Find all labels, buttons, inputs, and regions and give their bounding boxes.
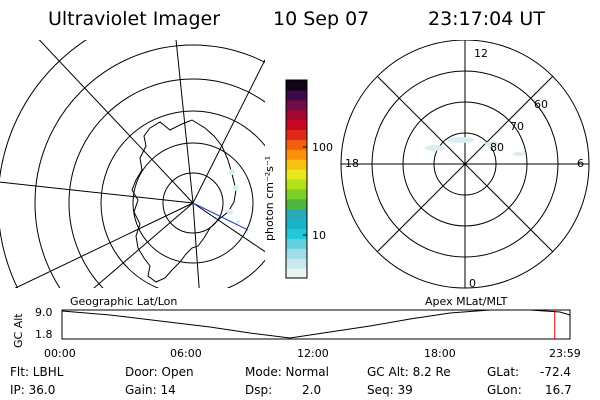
magnetic-map <box>340 40 590 289</box>
colorbar-block <box>286 188 307 200</box>
colorbar-block <box>286 258 307 269</box>
colorbar-block <box>286 179 307 190</box>
colorbar-unit-label: photon cm⁻²s⁻¹ <box>263 156 276 241</box>
colorbar: photon cm⁻²s⁻¹ <box>263 79 308 279</box>
x-tick-1200: 12:00 <box>297 347 329 360</box>
colorbar-block <box>286 119 307 130</box>
x-tick-0600: 06:00 <box>170 347 202 360</box>
colorbar-block <box>286 139 307 150</box>
x-tick-2359: 23:59 <box>549 347 581 360</box>
glat-value: -72.4 <box>540 365 572 379</box>
mlt-18-label: 18 <box>345 157 359 170</box>
filter-status: Flt: LBHL <box>10 365 64 379</box>
colorbar-block <box>286 218 307 229</box>
time-label: 23:17:04 UT <box>428 8 545 30</box>
x-tick-0000: 00:00 <box>44 347 76 360</box>
geographic-caption: Geographic Lat/Lon <box>70 295 178 308</box>
seq-status: Seq: 39 <box>367 383 413 397</box>
mlat-60-label: 60 <box>534 98 548 111</box>
gc-alt-status: GC Alt: 8.2 Re <box>367 365 451 379</box>
colorbar-block <box>286 238 307 249</box>
x-tick-1800: 18:00 <box>424 347 456 360</box>
altitude-plot: GC Alt <box>12 309 571 348</box>
colorbar-block <box>286 248 307 259</box>
colorbar-block <box>286 228 307 239</box>
date-label: 10 Sep 07 <box>273 8 370 30</box>
door-status: Door: Open <box>125 365 194 379</box>
geographic-map <box>0 40 265 288</box>
mlat-70-label: 70 <box>510 120 524 133</box>
y-tick-max: 9.0 <box>35 306 53 319</box>
colorbar-block <box>286 129 307 140</box>
dsp-value: 2.0 <box>302 383 322 397</box>
mlt-0-label: 0 <box>469 277 476 290</box>
gain-status: Gain: 14 <box>125 383 176 397</box>
colorbar-block <box>286 159 307 170</box>
y-tick-min: 1.8 <box>35 328 53 341</box>
glon-label: GLon: <box>487 383 522 397</box>
continent-outline <box>131 119 237 283</box>
altitude-axis-label: GC Alt <box>12 313 25 348</box>
colorbar-block <box>286 169 307 180</box>
colorbar-block <box>286 89 307 101</box>
glat-label: GLat: <box>487 365 520 379</box>
ip-status: IP: 36.0 <box>10 383 56 397</box>
colorbar-block <box>286 198 307 210</box>
dsp-label: Dsp: <box>245 383 273 397</box>
colorbar-block <box>286 149 307 160</box>
colorbar-tick-100: 100 <box>312 141 333 154</box>
colorbar-tick-10: 10 <box>312 229 326 242</box>
colorbar-block <box>286 99 307 111</box>
colorbar-block <box>286 268 307 279</box>
glon-value: 16.7 <box>545 383 572 397</box>
mlat-80-label: 80 <box>490 141 504 154</box>
mode-status: Mode: Normal <box>245 365 329 379</box>
apex-caption: Apex MLat/MLT <box>425 295 508 308</box>
colorbar-block <box>286 80 307 91</box>
mlt-6-label: 6 <box>577 157 584 170</box>
colorbar-block <box>286 208 307 220</box>
instrument-title: Ultraviolet Imager <box>48 8 221 30</box>
mlt-12-label: 12 <box>474 47 488 60</box>
colorbar-block <box>286 109 307 121</box>
